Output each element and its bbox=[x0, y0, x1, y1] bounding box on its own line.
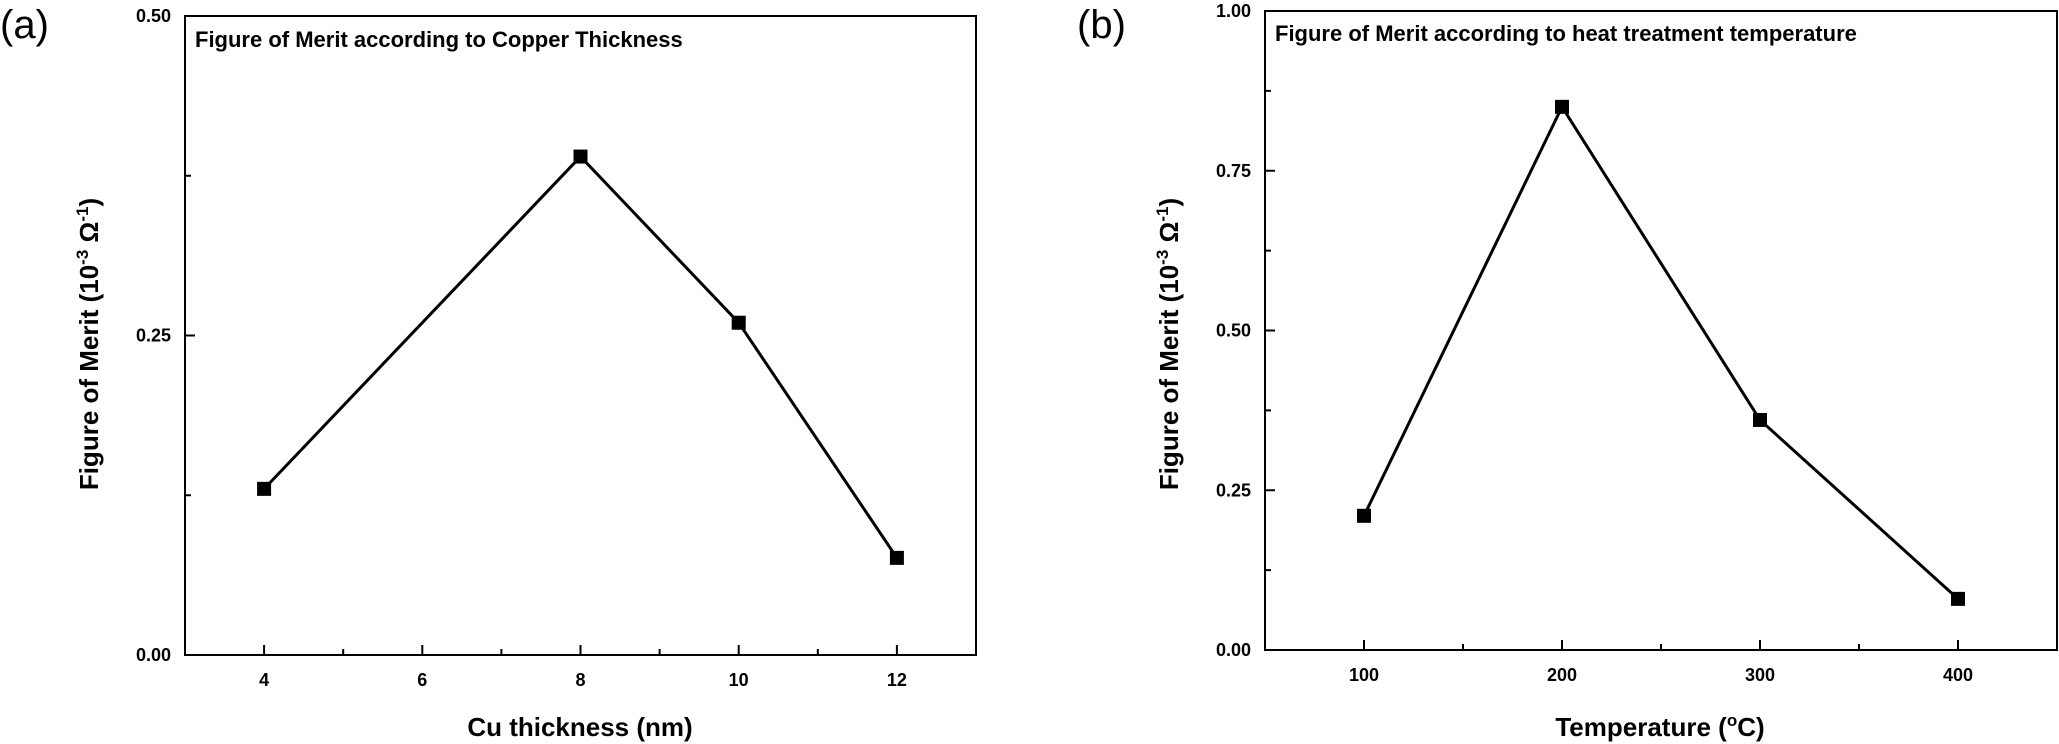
b-y-tick-label: 0.75 bbox=[1216, 161, 1251, 181]
panel-b-letter: (b) bbox=[1077, 3, 1126, 47]
b-y-tick-label: 0.25 bbox=[1216, 480, 1251, 500]
a-y-tick-label: 0.00 bbox=[136, 645, 171, 665]
panel-b: (b) Figure of Merit according to heat tr… bbox=[1077, 1, 2058, 742]
a-x-tick-label: 6 bbox=[417, 670, 427, 690]
b-data-point bbox=[1357, 508, 1371, 523]
panel-a-series bbox=[257, 149, 904, 565]
panel-b-x-title-sup: o bbox=[1727, 711, 1737, 730]
panel-a-title: Figure of Merit according to Copper Thic… bbox=[195, 27, 683, 52]
a-data-point bbox=[573, 149, 588, 164]
panel-a-y-title-exp2: -1 bbox=[73, 206, 92, 221]
panel-b-x-axis-title: Temperature (oC) bbox=[1555, 711, 1764, 742]
b-y-tick-label: 0.50 bbox=[1216, 321, 1251, 341]
panel-b-y-title-exp2: -1 bbox=[1153, 206, 1172, 221]
panel-b-x-title-end: C) bbox=[1737, 712, 1764, 742]
a-x-tick-label: 8 bbox=[575, 670, 585, 690]
panel-a: (a) Figure of Merit according to Copper … bbox=[0, 3, 977, 742]
b-data-point bbox=[1555, 99, 1569, 114]
panel-a-y-title-main: Figure of Merit (10 bbox=[74, 265, 104, 490]
b-y-tick-label: 0.00 bbox=[1216, 640, 1251, 660]
panel-a-y-title-end: ) bbox=[74, 198, 104, 207]
a-x-tick-label: 4 bbox=[259, 670, 269, 690]
panel-a-y-title-mid: Ω bbox=[74, 222, 104, 250]
panel-a-letter: (a) bbox=[0, 3, 49, 47]
a-data-point bbox=[889, 550, 904, 565]
b-data-point bbox=[1951, 591, 1965, 606]
b-data-point bbox=[1753, 412, 1767, 427]
a-y-tick-label: 0.50 bbox=[136, 6, 171, 26]
a-y-tick-label: 0.25 bbox=[136, 326, 171, 346]
panel-b-series bbox=[1357, 99, 1965, 606]
b-x-tick-label: 100 bbox=[1349, 665, 1379, 685]
a-x-tick-label: 12 bbox=[887, 670, 907, 690]
panel-a-plot-frame bbox=[184, 15, 977, 656]
b-y-tick-label: 1.00 bbox=[1216, 1, 1251, 21]
panel-b-plot-frame bbox=[1264, 10, 2058, 651]
a-data-point bbox=[257, 481, 272, 496]
panel-b-x-ticks: 100 200 300 400 bbox=[1349, 640, 1973, 685]
a-data-point bbox=[731, 315, 746, 330]
panel-b-x-title-main: Temperature ( bbox=[1555, 712, 1727, 742]
panel-b-y-title-mid: Ω bbox=[1154, 222, 1184, 250]
panel-b-y-title-main: Figure of Merit (10 bbox=[1154, 265, 1184, 490]
b-x-tick-label: 300 bbox=[1745, 665, 1775, 685]
panel-b-y-axis-title: Figure of Merit (10-3 Ω-1) bbox=[1153, 198, 1184, 490]
a-series-line bbox=[263, 154, 899, 559]
panel-a-y-title-exp1: -3 bbox=[73, 250, 92, 265]
panel-a-x-axis-title: Cu thickness (nm) bbox=[467, 712, 692, 742]
a-x-tick-label: 10 bbox=[729, 670, 749, 690]
panel-a-y-axis-title: Figure of Merit (10-3 Ω-1) bbox=[73, 198, 104, 490]
panel-b-y-title-exp1: -3 bbox=[1153, 250, 1172, 265]
panel-b-y-title-end: ) bbox=[1154, 198, 1184, 207]
panel-b-title: Figure of Merit according to heat treatm… bbox=[1275, 21, 1857, 46]
panel-a-y-ticks: 0.00 0.25 0.50 bbox=[136, 6, 195, 665]
b-series-line bbox=[1362, 103, 1960, 600]
panel-b-y-ticks: 0.00 0.25 0.50 0.75 1.00 bbox=[1216, 1, 1275, 660]
panel-a-x-ticks: 4 6 8 10 12 bbox=[259, 645, 907, 690]
b-x-tick-label: 200 bbox=[1547, 665, 1577, 685]
b-x-tick-label: 400 bbox=[1943, 665, 1973, 685]
